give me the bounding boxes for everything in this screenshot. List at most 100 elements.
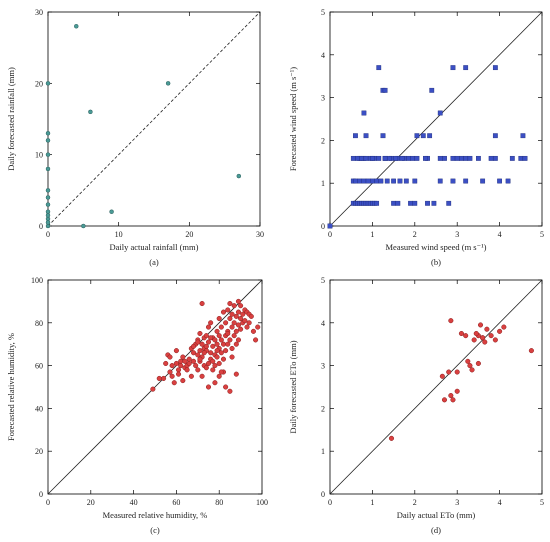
data-point: [395, 200, 401, 206]
data-point: [169, 363, 175, 369]
y-tick-label: 4: [321, 51, 325, 60]
data-point: [463, 65, 469, 71]
data-point: [180, 378, 186, 384]
data-point: [214, 341, 220, 347]
data-point: [476, 155, 481, 161]
chart-panel-d: 0 1 2 3 4 5 0 1 2 3 4 5 Daily actual ETo (mm) Daily f…: [288, 276, 544, 535]
x-tick-label: 20: [87, 498, 95, 507]
y-tick-label: 5: [321, 276, 325, 285]
data-point: [216, 360, 222, 367]
data-point: [197, 356, 203, 362]
y-tick-label: 40: [35, 404, 43, 413]
data-point: [450, 155, 456, 161]
data-point: [357, 178, 363, 184]
data-point: [501, 324, 507, 330]
data-point: [441, 397, 448, 403]
data-point: [182, 358, 188, 364]
data-point: [376, 65, 382, 71]
data-point: [233, 328, 239, 334]
data-point: [225, 307, 231, 313]
data-point: [190, 350, 197, 356]
one-to-one-line: [329, 279, 543, 495]
data-point: [353, 133, 358, 139]
data-point: [475, 360, 481, 367]
data-point: [361, 110, 367, 116]
data-point: [218, 369, 224, 375]
data-point: [210, 343, 216, 349]
data-point: [195, 352, 201, 358]
data-point: [477, 322, 484, 328]
data-point: [388, 435, 395, 441]
data-point: [454, 155, 460, 161]
panel-label: (d): [431, 525, 441, 535]
x-tick-label: 20: [185, 230, 193, 239]
data-point: [214, 328, 220, 334]
data-point: [197, 348, 203, 354]
data-point: [45, 152, 51, 157]
y-tick-label: 0: [321, 222, 325, 231]
data-point: [363, 133, 369, 139]
panel-label: (a): [149, 257, 159, 267]
data-point: [497, 178, 502, 184]
plot-frame: [329, 11, 543, 227]
data-point: [218, 350, 224, 356]
data-point: [231, 303, 237, 309]
data-point: [528, 348, 534, 354]
y-axis-label: Daily forecasted rainfall (mm): [6, 67, 16, 171]
data-point: [74, 24, 79, 29]
x-tick-label: 10: [115, 230, 123, 239]
data-point: [109, 209, 114, 214]
data-point: [175, 367, 182, 373]
data-point: [437, 178, 443, 184]
y-tick-label: 1: [321, 179, 325, 188]
plot-frame: [47, 279, 263, 495]
data-point: [446, 200, 452, 206]
data-point: [205, 384, 212, 390]
data-point: [378, 178, 384, 184]
data-point: [212, 363, 218, 369]
data-point: [437, 110, 443, 116]
data-point: [197, 330, 203, 337]
chart-panel-a: 0 10 20 30 0 10 20 30 Daily actual rainfall (mm)…: [6, 8, 264, 267]
data-point: [518, 155, 524, 161]
x-axis-label: Measured wind speed (m s⁻¹): [386, 242, 487, 252]
data-point: [195, 367, 201, 373]
data-point: [406, 155, 411, 161]
data-point: [450, 65, 456, 71]
data-point: [403, 178, 409, 184]
x-tick-label: 30: [256, 230, 264, 239]
data-point: [431, 200, 437, 206]
data-point: [386, 155, 392, 161]
data-point: [391, 200, 396, 206]
x-tick-label: 0: [46, 498, 50, 507]
data-point: [459, 155, 464, 161]
data-point: [522, 155, 528, 161]
data-point: [450, 178, 456, 184]
data-point: [225, 341, 231, 347]
y-tick-label: 3: [321, 362, 325, 371]
data-point: [190, 343, 197, 349]
data-point: [242, 318, 248, 324]
data-point: [205, 339, 212, 345]
data-point: [463, 178, 469, 184]
data-point: [384, 178, 390, 184]
data-point: [408, 200, 413, 206]
data-point: [410, 155, 416, 161]
data-point: [240, 311, 246, 317]
x-axis-label: Daily actual ETo (mm): [397, 510, 476, 520]
data-point: [465, 358, 471, 364]
data-point: [88, 109, 93, 115]
data-point: [231, 333, 237, 339]
data-point: [178, 358, 184, 364]
data-point: [233, 371, 239, 377]
data-point: [229, 345, 235, 352]
data-point: [188, 373, 194, 379]
x-tick-label: 5: [540, 230, 544, 239]
data-point: [458, 330, 464, 337]
data-point: [382, 155, 388, 161]
data-point: [480, 335, 486, 341]
data-point: [488, 155, 494, 161]
data-point: [238, 303, 244, 309]
data-point: [210, 367, 216, 373]
